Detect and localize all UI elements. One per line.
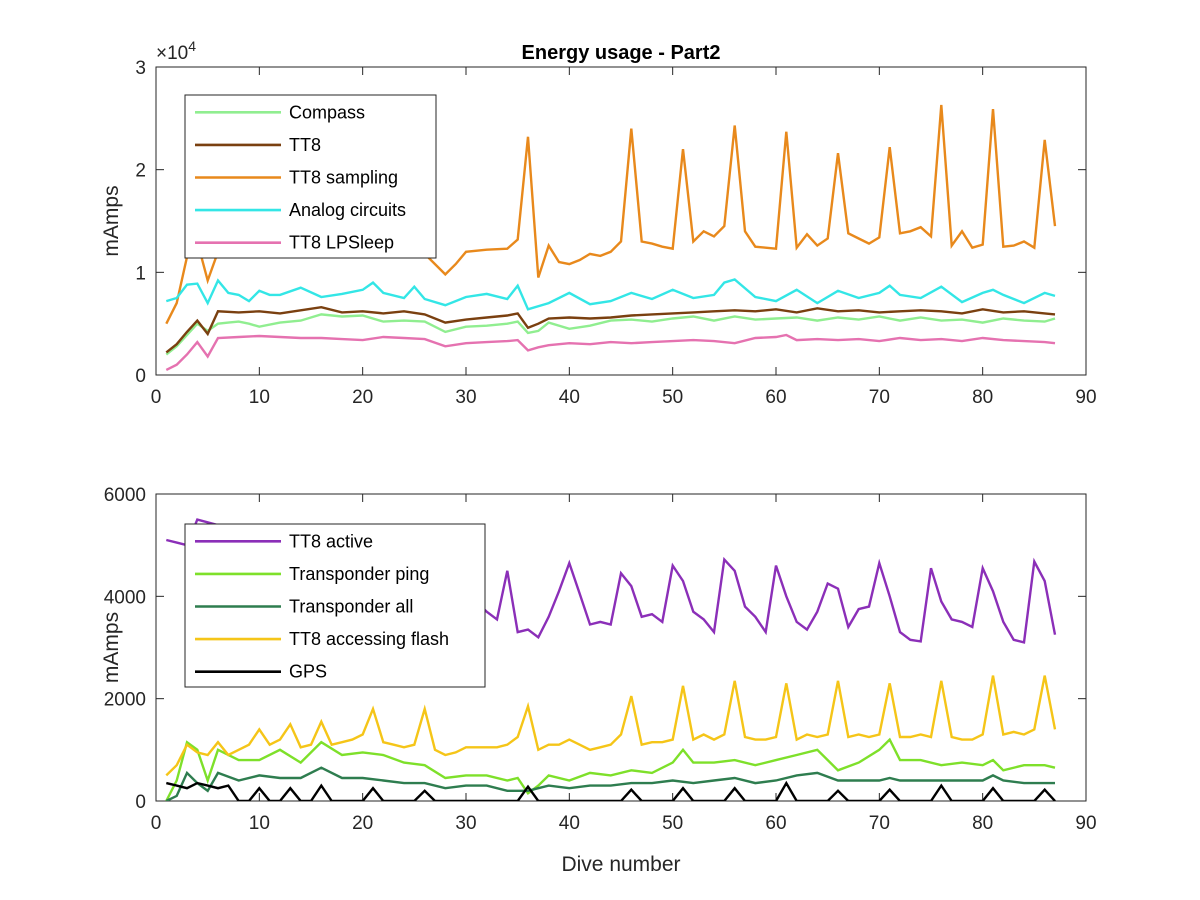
bottom-series-group (165, 518, 1057, 801)
top-x-tick-label: 60 (765, 387, 786, 408)
top-legend-label: TT8 (289, 135, 321, 155)
top-x-tick-label: 80 (972, 387, 993, 408)
top-x-tick-label: 20 (352, 387, 373, 408)
bottom-legend-label: Transponder ping (289, 564, 429, 584)
top-x-tick-label: 40 (559, 387, 580, 408)
top-legend-label: TT8 LPSleep (289, 233, 394, 253)
top-series-line-compass (165, 313, 1056, 356)
top-legend-label: Analog circuits (289, 200, 406, 220)
bottom-x-tick-label: 0 (151, 813, 162, 834)
bottom-y-tick-label: 0 (135, 792, 146, 813)
bottom-x-tick-label: 80 (972, 813, 993, 834)
bottom-y-tick-label: 4000 (104, 587, 146, 608)
top-legend-label: Compass (289, 102, 365, 122)
bottom-x-tick-label: 30 (455, 813, 476, 834)
top-x-tick-label: 0 (151, 387, 162, 408)
bottom-x-axis-label: Dive number (561, 853, 680, 876)
top-chart-panel: 0 10 20 30 40 50 60 70 80 90 0 1 2 3 ×104 Energy usage … (100, 38, 1097, 408)
top-series-line-tt8 (165, 305, 1056, 354)
top-x-tick-label: 90 (1075, 387, 1096, 408)
bottom-x-tick-label: 40 (559, 813, 580, 834)
bottom-legend-label: TT8 accessing flash (289, 629, 449, 649)
bottom-x-tick-label: 90 (1075, 813, 1096, 834)
top-y-tick-label: 3 (135, 58, 146, 79)
bottom-x-tick-label: 10 (249, 813, 270, 834)
top-x-tick-label: 30 (455, 387, 476, 408)
bottom-x-tick-label: 20 (352, 813, 373, 834)
top-series-line-tt8-lpsleep (165, 333, 1056, 371)
top-x-tick-label: 10 (249, 387, 270, 408)
top-y-exponent: ×104 (156, 38, 196, 64)
top-chart-title: Energy usage - Part2 (522, 42, 721, 64)
bottom-x-tick-label: 60 (765, 813, 786, 834)
bottom-y-axis-label: mAmps (100, 612, 123, 683)
bottom-series-line-gps (166, 780, 1056, 801)
bottom-series-line-transponder-all (165, 766, 1055, 801)
top-y-tick-label: 2 (135, 161, 146, 182)
bottom-series-line-tt8-accessing-flash (165, 675, 1057, 777)
top-y-tick-label: 1 (135, 263, 146, 284)
top-series-line-analog-circuits (165, 278, 1056, 311)
bottom-y-tick-label: 6000 (104, 485, 146, 506)
top-x-tick-label: 70 (869, 387, 890, 408)
bottom-y-tick-label: 2000 (104, 690, 146, 711)
bottom-legend-label: GPS (289, 662, 327, 682)
top-y-tick-label: 0 (135, 366, 146, 387)
bottom-legend-label: Transponder all (289, 597, 413, 617)
top-legend-label: TT8 sampling (289, 168, 398, 188)
bottom-series-line-transponder-ping (165, 737, 1056, 801)
bottom-chart-panel: 0 10 20 30 40 50 60 70 80 90 0 2000 4000 6000 mAmps Div… (100, 485, 1097, 876)
bottom-x-tick-label: 70 (869, 813, 890, 834)
top-x-tick-label: 50 (662, 387, 683, 408)
bottom-series-line-tt8-active (166, 518, 1057, 644)
bottom-legend-label: TT8 active (289, 531, 373, 551)
top-y-axis-label: mAmps (100, 185, 123, 256)
bottom-x-tick-label: 50 (662, 813, 683, 834)
